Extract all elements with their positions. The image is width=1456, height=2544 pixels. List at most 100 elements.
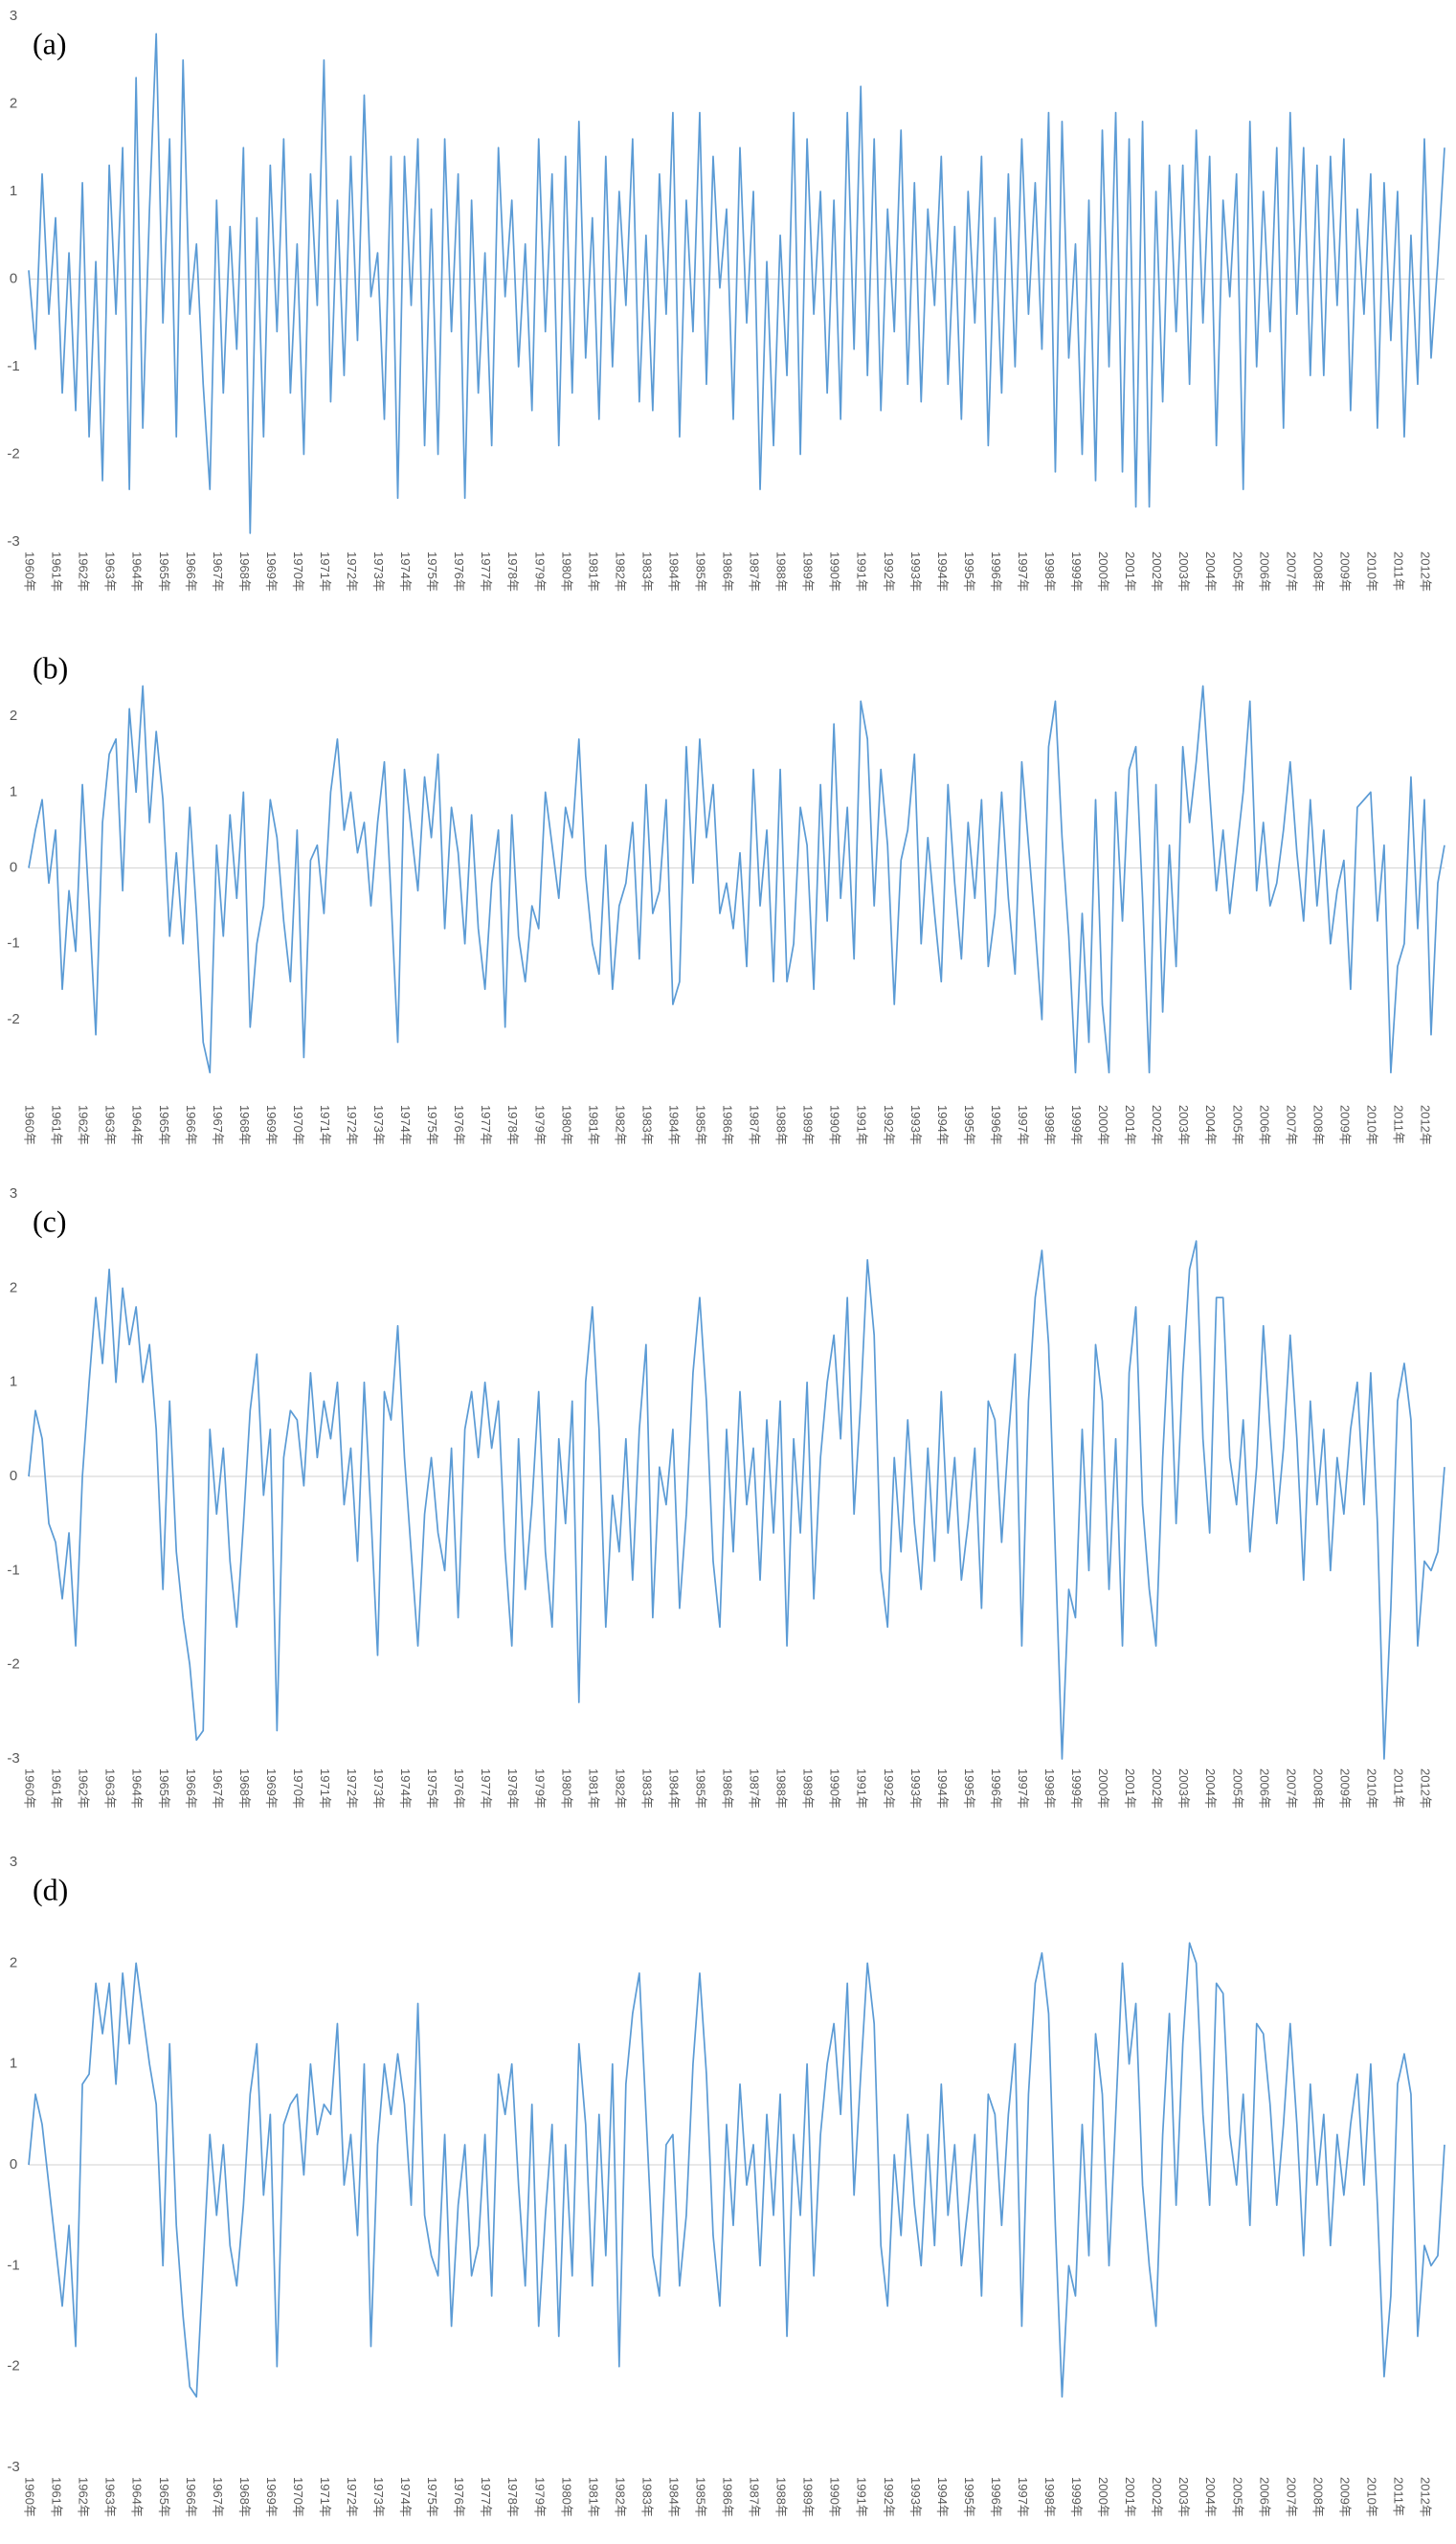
x-tick-label: 1998年: [1042, 552, 1057, 592]
x-tick-label: 1989年: [801, 1105, 816, 1145]
x-tick-label: 1960年: [23, 552, 37, 592]
x-tick-label: 1995年: [962, 2477, 976, 2517]
x-tick-label: 1962年: [77, 2477, 91, 2517]
x-tick-label: 1996年: [989, 552, 1003, 592]
x-tick-label: 1977年: [479, 2477, 493, 2517]
x-tick-label: 1987年: [748, 1768, 762, 1809]
x-tick-label: 1987年: [748, 552, 762, 592]
x-tick-label: 1986年: [721, 1768, 735, 1809]
x-tick-label: 1973年: [371, 1768, 386, 1809]
y-tick-label: 2: [10, 1279, 17, 1295]
x-tick-label: 1961年: [50, 1105, 64, 1145]
y-tick-label: 2: [10, 95, 17, 111]
x-tick-label: 1979年: [532, 2477, 547, 2517]
x-tick-label: 1974年: [398, 1768, 413, 1809]
x-tick-label: 1966年: [184, 1768, 198, 1809]
x-tick-label: 2012年: [1419, 552, 1433, 592]
x-tick-label: 2009年: [1337, 552, 1352, 592]
x-tick-label: 1978年: [505, 1105, 520, 1145]
x-tick-label: 1970年: [291, 552, 305, 592]
y-tick-label: 3: [10, 1185, 17, 1202]
x-tick-label: 1986年: [721, 1105, 735, 1145]
x-tick-label: 2000年: [1096, 1105, 1110, 1145]
x-tick-label: 1986年: [721, 552, 735, 592]
x-tick-label: 2008年: [1310, 1105, 1325, 1145]
x-tick-label: 1997年: [1016, 1768, 1030, 1809]
x-tick-label: 1989年: [801, 2477, 816, 2517]
x-tick-label: 1990年: [828, 552, 842, 592]
x-tick-label: 1991年: [855, 1105, 869, 1145]
x-tick-label: 1964年: [130, 2477, 145, 2517]
x-tick-label: 1998年: [1042, 1105, 1057, 1145]
x-tick-label: 2007年: [1284, 1105, 1298, 1145]
x-tick-label: 1987年: [748, 1105, 762, 1145]
y-tick-label: 3: [10, 8, 17, 24]
x-tick-label: 1976年: [452, 552, 466, 592]
x-tick-label: 2001年: [1123, 552, 1137, 592]
x-tick-label: 1966年: [184, 552, 198, 592]
y-tick-label: -1: [7, 1562, 19, 1578]
x-tick-label: 1971年: [318, 2477, 332, 2517]
x-tick-label: 2002年: [1150, 552, 1164, 592]
x-tick-label: 1999年: [1069, 1768, 1084, 1809]
x-tick-label: 1969年: [264, 552, 279, 592]
x-tick-label: 1973年: [371, 2477, 386, 2517]
x-tick-label: 2007年: [1284, 552, 1298, 592]
x-tick-label: 2005年: [1230, 1105, 1244, 1145]
x-tick-label: 1974年: [398, 2477, 413, 2517]
x-tick-label: 1962年: [77, 1105, 91, 1145]
y-tick-label: 0: [10, 270, 17, 286]
x-tick-label: 2005年: [1230, 552, 1244, 592]
x-tick-label: 1973年: [371, 1105, 386, 1145]
y-tick-label: 0: [10, 859, 17, 875]
x-tick-label: 1978年: [505, 2477, 520, 2517]
x-tick-label: 1991年: [855, 1768, 869, 1809]
y-tick-label: -2: [7, 2358, 19, 2375]
panel-title: (a): [33, 26, 67, 60]
y-tick-label: 1: [10, 783, 17, 799]
x-tick-label: 2011年: [1391, 2477, 1405, 2516]
x-tick-label: 2002年: [1150, 2477, 1164, 2517]
x-tick-label: 1971年: [318, 1768, 332, 1809]
x-tick-label: 1974年: [398, 1105, 413, 1145]
x-tick-label: 1999年: [1069, 2477, 1084, 2517]
x-tick-label: 1972年: [345, 2477, 359, 2517]
x-tick-label: 1966年: [184, 1105, 198, 1145]
x-tick-label: 1981年: [586, 2477, 600, 2517]
x-tick-label: 1981年: [586, 1105, 600, 1145]
x-tick-label: 1989年: [801, 552, 816, 592]
x-tick-label: 2005年: [1230, 2477, 1244, 2517]
x-tick-label: 1983年: [639, 1768, 654, 1809]
x-tick-label: 1968年: [237, 2477, 252, 2517]
x-tick-label: 1960年: [23, 1105, 37, 1145]
y-tick-label: -2: [7, 1011, 19, 1027]
x-tick-label: 1985年: [694, 2477, 708, 2517]
x-tick-label: 1963年: [103, 2477, 118, 2517]
x-tick-label: 1964年: [130, 1105, 145, 1145]
x-tick-label: 2003年: [1176, 552, 1191, 592]
x-tick-label: 2006年: [1257, 552, 1271, 592]
x-tick-label: 1977年: [479, 1768, 493, 1809]
x-tick-label: 1978年: [505, 1768, 520, 1809]
data-line: [28, 33, 1445, 534]
x-tick-label: 2009年: [1337, 1768, 1352, 1809]
x-tick-label: 2012年: [1419, 1768, 1433, 1809]
x-tick-label: 1990年: [828, 1768, 842, 1809]
x-tick-label: 1984年: [666, 2477, 681, 2517]
x-tick-label: 1976年: [452, 1105, 466, 1145]
x-tick-label: 2000年: [1096, 2477, 1110, 2517]
x-tick-label: 1969年: [264, 1768, 279, 1809]
x-tick-label: 1960年: [23, 1768, 37, 1809]
x-tick-label: 1964年: [130, 1768, 145, 1809]
x-tick-label: 2006年: [1257, 2477, 1271, 2517]
x-tick-label: 1985年: [694, 1105, 708, 1145]
y-tick-label: -3: [7, 1750, 19, 1767]
x-tick-label: 1993年: [908, 2477, 923, 2517]
data-line: [28, 685, 1445, 1074]
x-tick-label: 1972年: [345, 1768, 359, 1809]
x-tick-label: 1997年: [1016, 552, 1030, 592]
x-tick-label: 2001年: [1123, 1105, 1137, 1145]
x-tick-label: 1993年: [908, 552, 923, 592]
x-tick-label: 2003年: [1176, 1768, 1191, 1809]
